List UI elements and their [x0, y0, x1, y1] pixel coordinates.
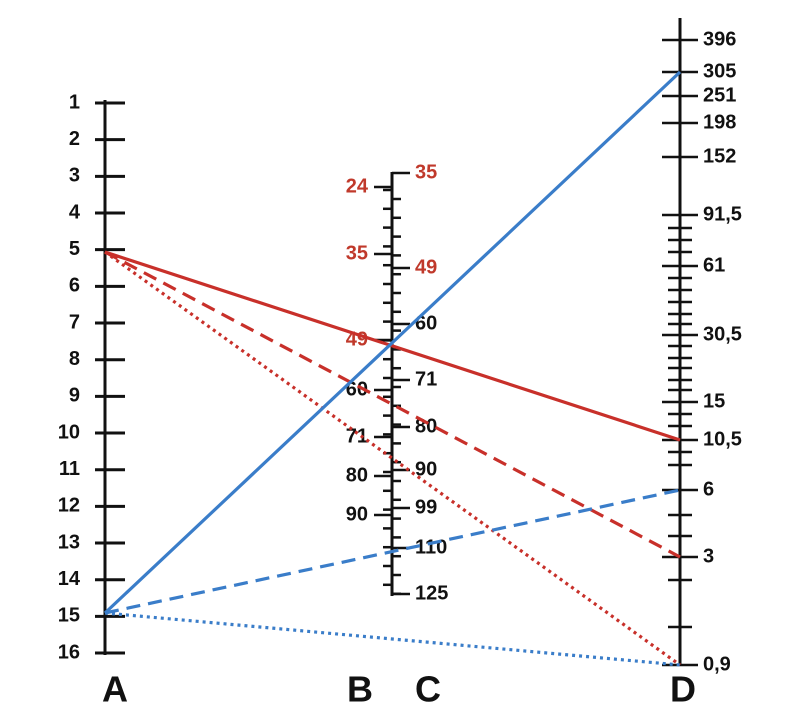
- axis-name: D: [670, 669, 696, 710]
- b-label: 60: [346, 378, 368, 400]
- d-label: 396: [703, 28, 736, 50]
- blue-dotted-line: [104, 611, 681, 667]
- c-label: 60: [415, 312, 437, 334]
- a-label: 12: [58, 495, 80, 517]
- a-label: 2: [69, 128, 80, 150]
- c-label: 125: [415, 582, 448, 604]
- d-label: 30,5: [703, 323, 742, 345]
- b-label: 90: [346, 503, 368, 525]
- d-label: 6: [703, 478, 714, 500]
- c-label: 49: [415, 256, 437, 278]
- b-label: 35: [346, 242, 368, 264]
- d-label: 305: [703, 60, 736, 82]
- a-label: 15: [58, 605, 80, 627]
- a-label: 3: [69, 165, 80, 187]
- c-label: 71: [415, 368, 437, 390]
- blue-solid-line: [103, 70, 682, 615]
- a-label: 8: [69, 348, 80, 370]
- a-label: 16: [58, 641, 80, 663]
- d-label: 10,5: [703, 428, 742, 450]
- d-label: 251: [703, 84, 736, 106]
- d-label: 0,9: [703, 653, 731, 675]
- b-label: 24: [346, 175, 369, 197]
- blue-dashed-line: [104, 488, 681, 615]
- a-label: 4: [69, 201, 81, 223]
- c-label: 90: [415, 458, 437, 480]
- d-label: 61: [703, 254, 725, 276]
- a-label: 13: [58, 531, 80, 553]
- b-label: 71: [346, 425, 368, 447]
- example-lines: [103, 70, 682, 667]
- d-label: 91,5: [703, 203, 742, 225]
- d-label: 15: [703, 390, 725, 412]
- c-label: 35: [415, 161, 437, 183]
- a-label: 1: [69, 91, 80, 113]
- axis-name: B: [347, 669, 373, 710]
- red-solid-line: [104, 250, 681, 442]
- b-label: 80: [346, 464, 368, 486]
- a-label: 11: [59, 458, 80, 480]
- a-label: 6: [69, 275, 80, 297]
- axis-name: A: [102, 669, 128, 710]
- a-label: 7: [69, 311, 80, 333]
- red-dotted-line: [104, 250, 681, 667]
- a-label: 9: [69, 385, 80, 407]
- a-label: 14: [58, 568, 81, 590]
- a-label: 5: [69, 238, 80, 260]
- c-label: 99: [415, 496, 437, 518]
- d-label: 198: [703, 111, 736, 133]
- d-label: 3: [703, 545, 714, 567]
- a-label: 10: [58, 421, 80, 443]
- d-label: 152: [703, 145, 736, 167]
- axis-name: C: [415, 669, 441, 710]
